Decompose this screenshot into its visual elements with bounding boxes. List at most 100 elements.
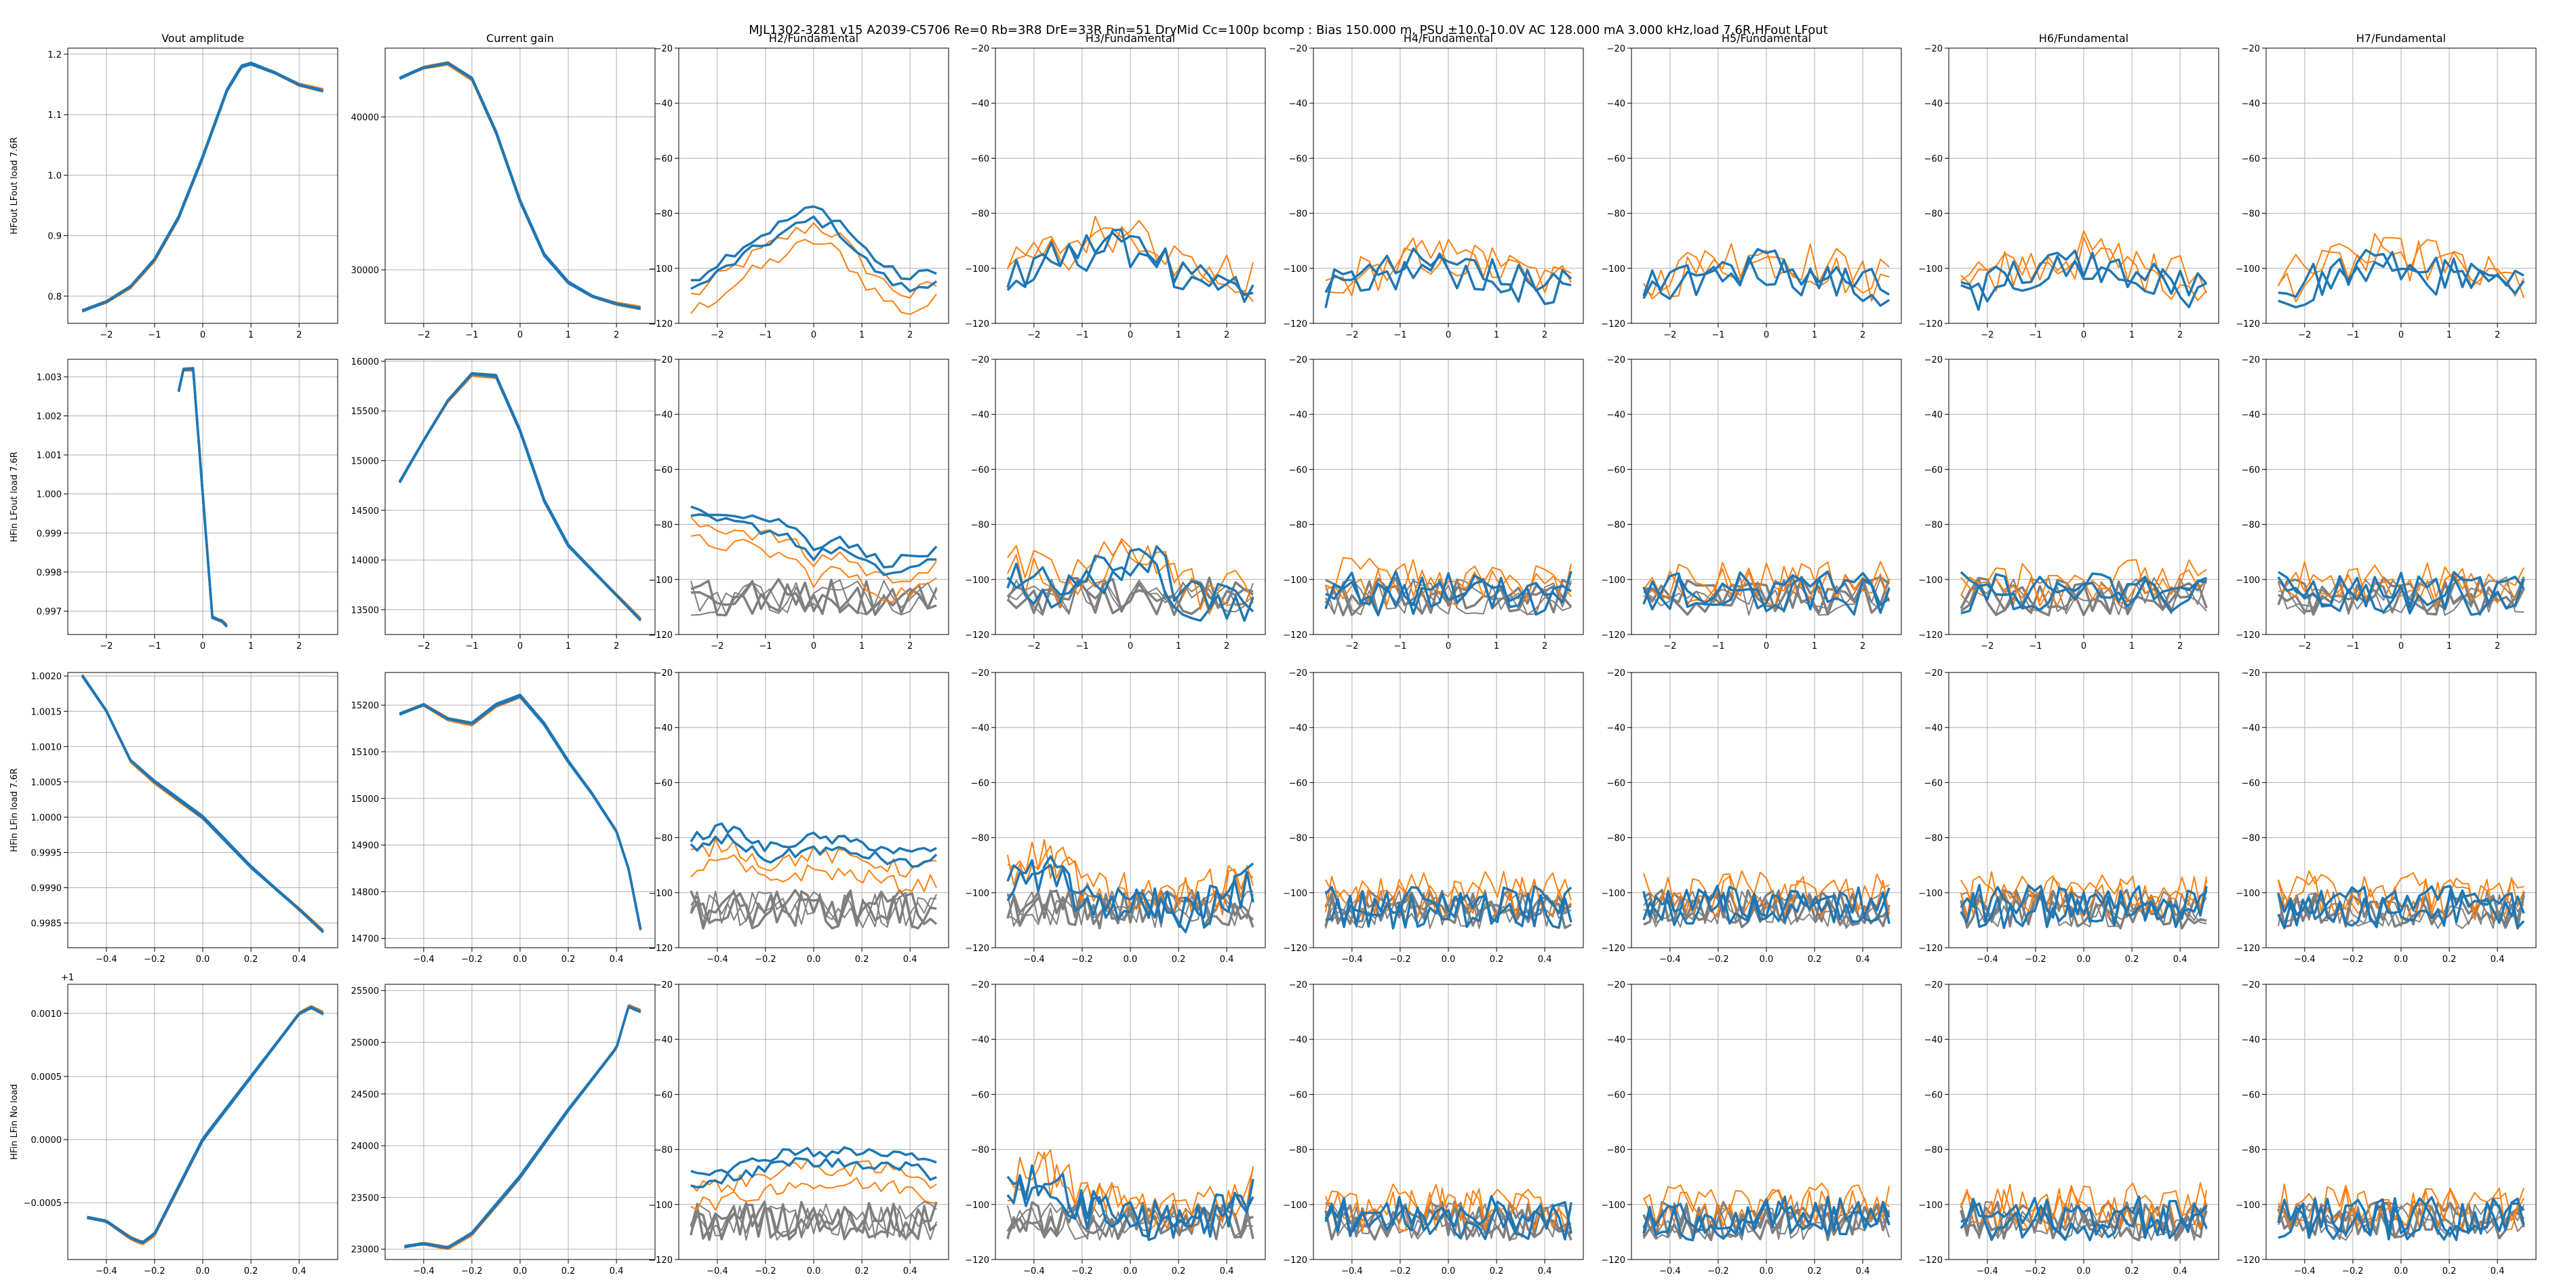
axes-frame (1948, 672, 2219, 948)
x-tick-label: 0.0 (513, 954, 528, 965)
x-tick-label: 0.4 (610, 954, 624, 965)
x-tick-label: −0.4 (707, 1266, 728, 1276)
x-tick-label: −0.4 (1023, 1266, 1045, 1276)
plot-area (1960, 559, 2208, 617)
blue-line (690, 215, 938, 293)
plot-area (81, 674, 324, 934)
y-tick-label: 1.1 (47, 110, 62, 121)
y-tick-label: −100 (2236, 1201, 2260, 1211)
plot-area (2278, 233, 2525, 308)
x-tick-label: 0 (517, 330, 523, 340)
gray-line (690, 580, 938, 616)
x-tick-label: −1 (465, 641, 478, 651)
x-tick-label: 0.4 (2173, 1266, 2187, 1276)
x-tick-label: 0 (811, 641, 816, 651)
orange-line (1007, 540, 1254, 610)
blue-line (690, 822, 937, 855)
x-tick-label: 0.2 (855, 1266, 869, 1276)
column-title: H5/Fundamental (1722, 32, 1811, 45)
y-tick-label: −0.0005 (24, 1199, 62, 1209)
orange-line (1960, 1182, 2208, 1226)
x-tick-label: 0.2 (855, 954, 869, 965)
gray-line (1960, 577, 2208, 612)
y-tick-label: −40 (971, 99, 989, 109)
y-tick-label: −100 (2236, 264, 2260, 275)
x-tick-label: −0.2 (1071, 954, 1093, 965)
y-tick-label: −100 (648, 1201, 673, 1211)
x-tick-label: 0.0 (2077, 1266, 2091, 1276)
gray-line (1643, 890, 1890, 928)
x-tick-label: 0.2 (1808, 1266, 1822, 1276)
y-tick-label: −40 (971, 723, 989, 733)
orange-line (2278, 567, 2524, 607)
x-tick-label: 0.4 (2173, 954, 2187, 965)
x-tick-label: −1 (2029, 330, 2042, 340)
blue-line (2278, 251, 2525, 308)
y-tick-label: −60 (1924, 1090, 1943, 1100)
x-tick-label: 2 (296, 641, 302, 651)
y-tick-label: 1.0005 (31, 778, 62, 788)
x-tick-label: 1 (1812, 641, 1817, 651)
orange-line (1324, 1187, 1572, 1232)
y-tick-label: −60 (654, 154, 673, 164)
y-tick-label: −40 (1289, 723, 1307, 733)
x-tick-label: −0.4 (96, 1266, 117, 1276)
x-tick-label: 1 (2446, 330, 2452, 340)
blue-line (1642, 889, 1890, 927)
x-tick-label: −0.2 (2342, 954, 2364, 965)
subplot-r1-c2: −2 −1 0 1 2 30000 40000 Current gain (351, 32, 656, 340)
x-tick-label: −0.2 (144, 954, 165, 965)
axes-frame (1631, 984, 1902, 1260)
x-tick-label: 0.4 (610, 1266, 624, 1276)
blue-line (1324, 1194, 1572, 1236)
y-tick-label: −20 (654, 355, 673, 365)
y-tick-label: −80 (654, 209, 673, 220)
plot-area (1006, 1149, 1254, 1241)
y-tick-label: −60 (2242, 1090, 2260, 1100)
orange-line (1325, 557, 1572, 599)
y-tick-label: −20 (1289, 980, 1307, 990)
x-tick-label: −1 (759, 641, 772, 651)
orange-line (1324, 875, 1572, 919)
orange-line (2277, 870, 2524, 914)
blue-line (404, 1005, 641, 1249)
x-tick-label: −1 (1393, 641, 1406, 651)
subplot-r2-c1: −2 −1 0 1 2 0.997 0.998 0.999 1.000 1.001 1.002 1.0… (9, 359, 338, 651)
y-tick-label: −100 (648, 576, 673, 586)
x-tick-label: 0.4 (1538, 1266, 1552, 1276)
y-tick-label: −120 (2236, 1255, 2260, 1266)
subplot-r2-c3: −2 −1 0 1 2 −120 −100 −80 −60 −40 −20 (648, 355, 949, 651)
blue-line (1960, 883, 2208, 923)
plot-area (1324, 1184, 1572, 1241)
x-tick-label: 0.2 (244, 954, 258, 965)
blue-line (2277, 889, 2525, 929)
y-tick-label: −100 (1283, 889, 1307, 899)
orange-line (87, 1008, 324, 1242)
y-tick-label: −100 (1601, 576, 1625, 586)
plot-area (2277, 870, 2525, 930)
x-tick-label: −0.2 (1389, 1266, 1411, 1276)
axes-frame (384, 359, 656, 635)
y-tick-label: −120 (965, 1255, 989, 1266)
column-title: Vout amplitude (161, 32, 244, 45)
plot-area (1642, 243, 1890, 307)
subplot-r3-c6: −0.4 −0.2 0.0 0.2 0.4 −120 −100 −80 −60 −40 −20 (1601, 668, 1902, 965)
y-tick-label: −120 (1918, 1255, 1943, 1266)
y-tick-label: 1.003 (37, 373, 62, 383)
x-tick-label: 0.2 (2442, 1266, 2457, 1276)
axes-frame (1631, 47, 1902, 324)
y-tick-label: 0.9995 (31, 848, 62, 858)
y-tick-label: −100 (648, 264, 673, 275)
x-tick-label: 2 (1860, 330, 1865, 340)
x-tick-label: −0.4 (413, 1266, 435, 1276)
blue-line (1325, 570, 1572, 609)
axes-frame (1313, 672, 1584, 948)
subplot-r3-c2: −0.4 −0.2 0.0 0.2 0.4 14700 14800 14900 15000 151… (351, 672, 656, 965)
x-tick-label: 0.2 (2442, 954, 2457, 965)
x-tick-label: 1 (2446, 641, 2452, 651)
y-tick-label: −40 (2242, 723, 2260, 733)
y-tick-label: 0.9 (47, 232, 62, 242)
y-tick-label: 16000 (351, 357, 379, 367)
y-tick-label: −120 (1601, 1255, 1625, 1266)
gray-line (690, 1201, 937, 1241)
